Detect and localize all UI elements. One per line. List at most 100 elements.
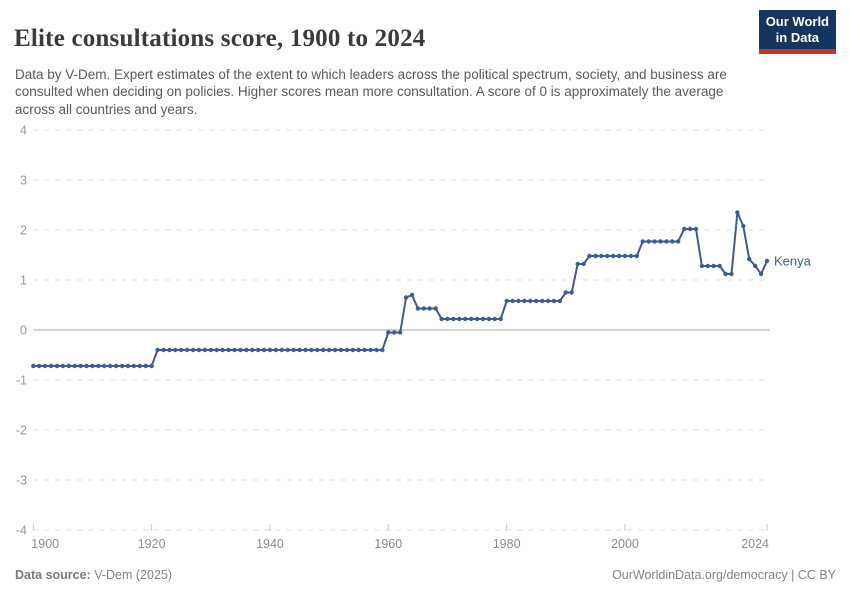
data-point[interactable]: [409, 292, 415, 298]
data-point[interactable]: [250, 347, 255, 353]
data-point[interactable]: [42, 363, 48, 369]
data-point[interactable]: [545, 298, 551, 304]
data-point[interactable]: [628, 253, 634, 259]
data-point[interactable]: [498, 316, 503, 322]
data-point[interactable]: [232, 347, 237, 353]
data-point[interactable]: [510, 298, 515, 304]
data-point[interactable]: [90, 363, 95, 369]
data-point[interactable]: [184, 347, 190, 353]
data-point[interactable]: [84, 363, 89, 369]
data-point[interactable]: [78, 363, 83, 369]
data-point[interactable]: [640, 239, 645, 244]
data-point[interactable]: [338, 347, 344, 353]
data-point[interactable]: [31, 363, 36, 369]
data-point[interactable]: [693, 226, 699, 232]
data-point[interactable]: [540, 298, 545, 304]
data-point[interactable]: [534, 298, 539, 304]
data-point[interactable]: [244, 347, 249, 353]
data-point[interactable]: [516, 298, 521, 304]
data-point[interactable]: [741, 223, 746, 229]
data-point[interactable]: [202, 347, 208, 353]
data-point[interactable]: [658, 239, 663, 244]
data-point[interactable]: [190, 347, 196, 353]
data-point[interactable]: [670, 239, 675, 244]
entity-label[interactable]: Kenya: [774, 254, 812, 269]
data-point[interactable]: [380, 347, 385, 353]
data-point[interactable]: [362, 347, 367, 353]
data-point[interactable]: [66, 363, 72, 369]
data-point[interactable]: [238, 347, 243, 353]
data-point[interactable]: [753, 263, 758, 269]
data-point[interactable]: [309, 347, 314, 353]
data-point[interactable]: [255, 347, 261, 353]
data-point[interactable]: [196, 347, 202, 353]
data-point[interactable]: [528, 298, 533, 304]
data-point[interactable]: [747, 256, 752, 262]
data-point[interactable]: [344, 347, 350, 353]
data-point[interactable]: [445, 316, 450, 322]
data-point[interactable]: [605, 253, 610, 259]
data-point[interactable]: [403, 295, 409, 300]
data-point[interactable]: [125, 363, 131, 369]
data-point[interactable]: [374, 347, 379, 353]
data-point[interactable]: [735, 210, 740, 215]
data-point[interactable]: [167, 347, 172, 353]
data-point[interactable]: [723, 271, 728, 277]
data-point[interactable]: [303, 347, 308, 353]
credit-link[interactable]: OurWorldinData.org/democracy | CC BY: [612, 568, 836, 582]
data-point[interactable]: [48, 363, 54, 369]
data-point[interactable]: [587, 253, 592, 259]
data-point[interactable]: [646, 239, 651, 244]
data-point[interactable]: [332, 347, 338, 353]
data-point[interactable]: [37, 363, 42, 369]
data-point[interactable]: [60, 363, 66, 369]
data-point[interactable]: [682, 226, 687, 232]
data-point[interactable]: [421, 306, 426, 311]
data-point[interactable]: [427, 306, 432, 311]
data-point[interactable]: [108, 363, 113, 369]
data-point[interactable]: [569, 290, 574, 295]
data-point[interactable]: [457, 316, 462, 322]
data-point[interactable]: [439, 316, 444, 322]
data-point[interactable]: [581, 261, 586, 267]
data-point[interactable]: [522, 298, 527, 304]
data-point[interactable]: [563, 290, 568, 295]
data-point[interactable]: [717, 263, 722, 269]
data-point[interactable]: [285, 347, 290, 353]
data-point[interactable]: [622, 253, 628, 259]
data-point[interactable]: [326, 347, 332, 353]
data-point[interactable]: [676, 239, 681, 244]
data-point[interactable]: [557, 298, 563, 304]
data-point[interactable]: [593, 253, 598, 259]
data-point[interactable]: [137, 363, 142, 369]
owid-logo[interactable]: Our World in Data: [758, 10, 836, 54]
data-point[interactable]: [267, 347, 273, 353]
data-point[interactable]: [214, 347, 219, 353]
data-point[interactable]: [279, 347, 284, 353]
data-point[interactable]: [54, 363, 60, 369]
data-point[interactable]: [492, 316, 497, 322]
data-point[interactable]: [575, 261, 580, 267]
data-point[interactable]: [486, 316, 492, 322]
data-point[interactable]: [273, 347, 279, 353]
data-point[interactable]: [226, 347, 231, 353]
data-point[interactable]: [155, 347, 160, 353]
data-point[interactable]: [652, 239, 657, 244]
data-point[interactable]: [687, 226, 693, 232]
data-point[interactable]: [705, 263, 710, 269]
data-point[interactable]: [220, 347, 225, 353]
data-point[interactable]: [611, 253, 616, 259]
data-point[interactable]: [72, 363, 77, 369]
data-point[interactable]: [350, 347, 355, 353]
data-point[interactable]: [729, 271, 734, 277]
data-point[interactable]: [386, 330, 391, 335]
data-point[interactable]: [113, 363, 119, 369]
data-point[interactable]: [261, 347, 267, 353]
data-point[interactable]: [208, 347, 213, 353]
data-point[interactable]: [764, 258, 770, 264]
data-point[interactable]: [143, 363, 148, 369]
data-point[interactable]: [368, 347, 373, 353]
data-point[interactable]: [173, 347, 178, 353]
data-point[interactable]: [149, 363, 154, 369]
data-point[interactable]: [297, 347, 302, 353]
